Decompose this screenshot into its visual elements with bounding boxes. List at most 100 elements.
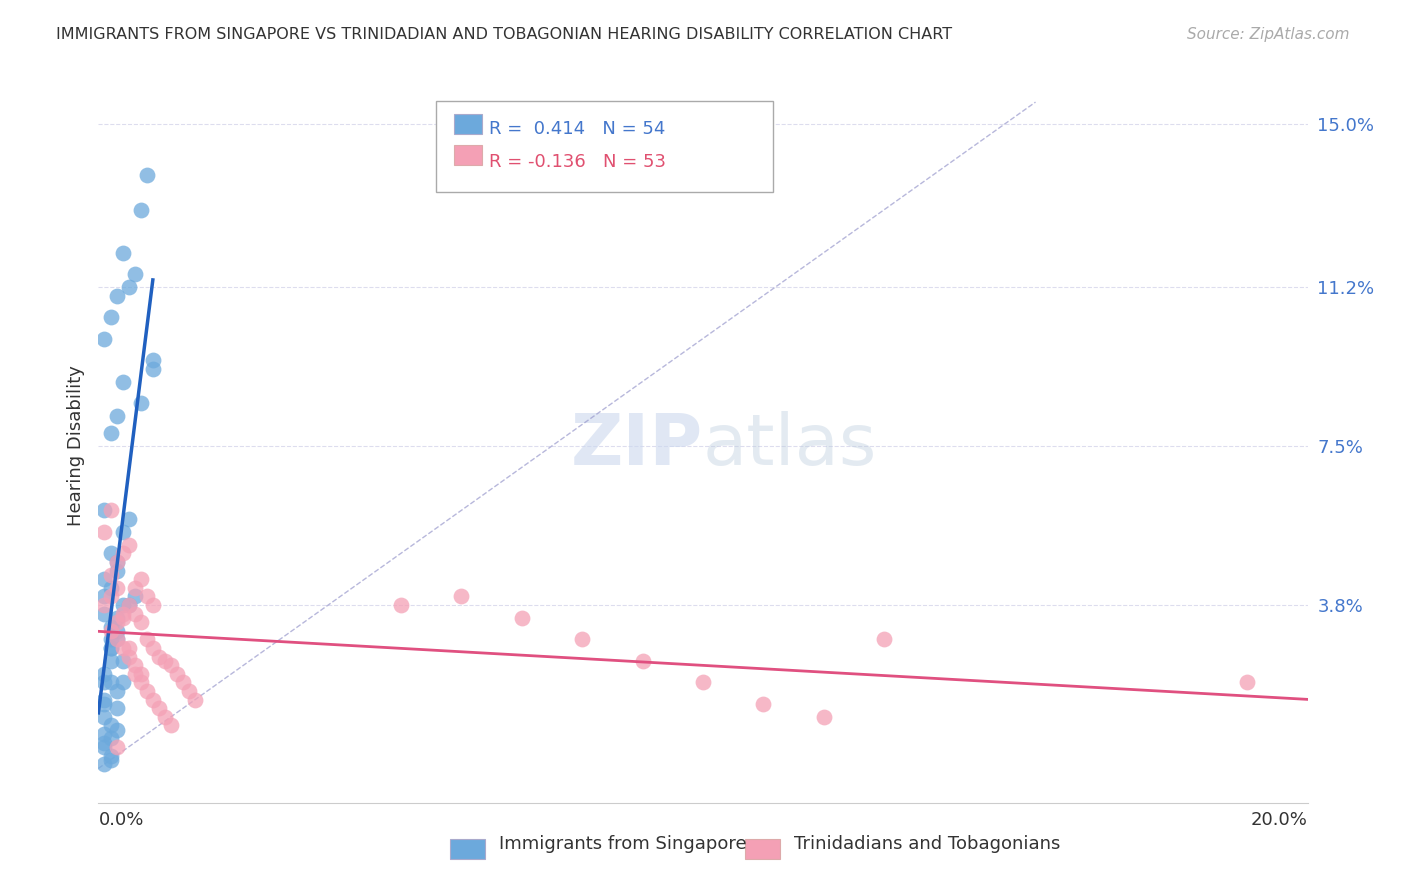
Point: [93, 736, 115, 750]
Point: [93, 598, 115, 612]
Point: [105, 564, 128, 578]
Point: [105, 739, 128, 754]
Point: [105, 555, 128, 569]
Text: Source: ZipAtlas.com: Source: ZipAtlas.com: [1187, 27, 1350, 42]
Text: 20.0%: 20.0%: [1251, 811, 1308, 829]
Point: [631, 654, 654, 668]
Text: IMMIGRANTS FROM SINGAPORE VS TRINIDADIAN AND TOBAGONIAN HEARING DISABILITY CORRE: IMMIGRANTS FROM SINGAPORE VS TRINIDADIAN…: [56, 27, 952, 42]
Point: [118, 641, 141, 656]
Point: [153, 654, 176, 668]
Point: [100, 503, 122, 517]
Point: [179, 684, 201, 698]
Point: [105, 555, 128, 569]
Point: [124, 666, 146, 681]
Point: [100, 581, 122, 595]
Point: [100, 641, 122, 656]
Point: [124, 590, 146, 604]
Point: [93, 692, 115, 706]
Point: [129, 666, 152, 681]
Text: 0.0%: 0.0%: [98, 811, 143, 829]
Point: [100, 546, 122, 560]
Point: [93, 572, 115, 586]
Point: [93, 524, 115, 539]
Point: [172, 675, 194, 690]
Point: [752, 697, 775, 711]
Point: [93, 739, 115, 754]
Point: [129, 202, 152, 217]
Point: [135, 632, 157, 647]
Point: [692, 675, 714, 690]
Point: [148, 701, 170, 715]
Point: [111, 607, 134, 621]
Point: [111, 675, 134, 690]
Point: [105, 632, 128, 647]
Point: [100, 753, 122, 767]
Point: [160, 718, 183, 732]
Point: [100, 568, 122, 582]
Point: [93, 727, 115, 741]
Point: [148, 649, 170, 664]
Point: [105, 615, 128, 630]
Point: [129, 675, 152, 690]
Point: [118, 512, 141, 526]
Point: [100, 731, 122, 746]
Point: [142, 641, 165, 656]
Text: R =  0.414   N = 54: R = 0.414 N = 54: [489, 120, 665, 138]
Point: [93, 710, 115, 724]
Point: [124, 607, 146, 621]
Point: [160, 658, 183, 673]
Point: [93, 332, 115, 346]
Point: [1236, 675, 1258, 690]
Point: [100, 426, 122, 441]
Point: [100, 624, 122, 638]
Point: [100, 619, 122, 633]
Point: [93, 590, 115, 604]
Point: [118, 280, 141, 294]
Point: [142, 692, 165, 706]
Point: [184, 692, 207, 706]
Point: [93, 675, 115, 690]
Point: [118, 538, 141, 552]
Point: [93, 666, 115, 681]
Point: [93, 697, 115, 711]
Point: [142, 598, 165, 612]
Point: [111, 598, 134, 612]
Text: ZIP: ZIP: [571, 411, 703, 481]
Point: [100, 632, 122, 647]
Point: [135, 168, 157, 182]
Point: [111, 375, 134, 389]
Point: [118, 598, 141, 612]
Point: [118, 649, 141, 664]
Point: [105, 611, 128, 625]
Point: [105, 701, 128, 715]
Point: [100, 654, 122, 668]
Point: [105, 288, 128, 302]
Text: Immigrants from Singapore: Immigrants from Singapore: [499, 835, 747, 853]
Point: [129, 396, 152, 410]
Point: [111, 641, 134, 656]
Point: [135, 590, 157, 604]
Point: [813, 710, 835, 724]
Point: [111, 654, 134, 668]
Point: [450, 590, 472, 604]
Text: R = -0.136   N = 53: R = -0.136 N = 53: [489, 153, 666, 170]
Point: [100, 718, 122, 732]
Point: [129, 572, 152, 586]
Point: [873, 632, 896, 647]
Point: [166, 666, 188, 681]
Point: [510, 611, 533, 625]
Point: [93, 607, 115, 621]
Point: [124, 581, 146, 595]
Point: [571, 632, 593, 647]
Point: [105, 632, 128, 647]
Point: [105, 624, 128, 638]
Point: [105, 723, 128, 737]
Text: Trinidadians and Tobagonians: Trinidadians and Tobagonians: [794, 835, 1060, 853]
Point: [124, 658, 146, 673]
Point: [153, 710, 176, 724]
Point: [111, 524, 134, 539]
Point: [124, 267, 146, 281]
Text: atlas: atlas: [703, 411, 877, 481]
Point: [100, 641, 122, 656]
Point: [135, 684, 157, 698]
